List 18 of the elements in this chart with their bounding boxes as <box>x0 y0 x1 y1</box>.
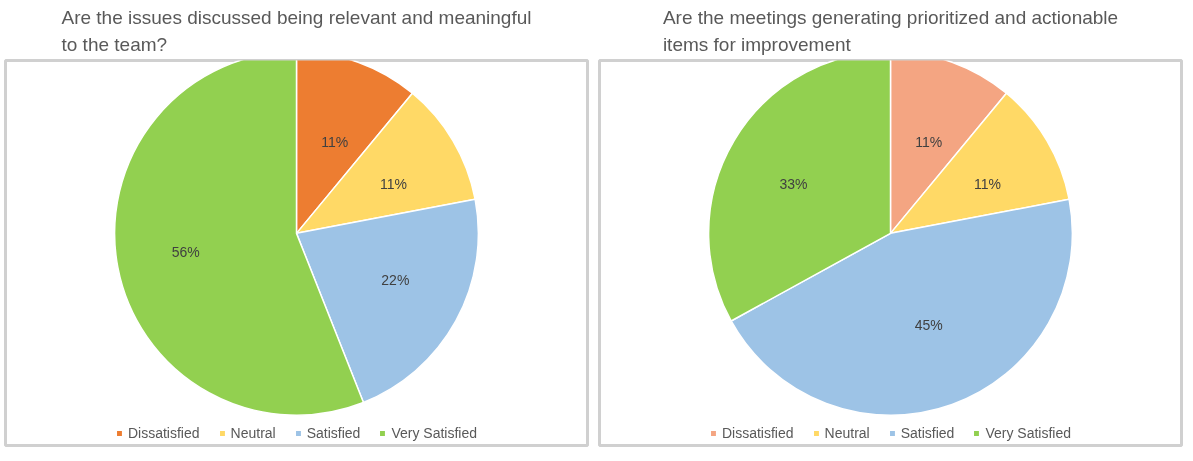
chart-title: Are the meetings generating prioritized and actionable items for improvement <box>662 7 1119 56</box>
legend-label: Neutral <box>230 425 276 441</box>
data-label: 22% <box>381 272 410 289</box>
legend-label: Neutral <box>824 425 870 441</box>
data-label: 33% <box>779 175 808 192</box>
legend-label: Very Satisfied <box>985 425 1072 441</box>
data-label: 11% <box>915 133 943 150</box>
chart-title: Are the issues discussed being relevant and meaningful to the team? <box>61 7 532 56</box>
legend-label: Dissatisfied <box>127 425 200 441</box>
data-label: 11% <box>974 175 1002 192</box>
data-label: 45% <box>914 317 943 334</box>
legend-label: Dissatisfied <box>721 425 794 441</box>
legend-label: Satisfied <box>306 425 361 441</box>
legend-label: Satisfied <box>900 425 955 441</box>
data-label: 11% <box>380 175 408 192</box>
legend-label: Very Satisfied <box>391 425 478 441</box>
data-label: 56% <box>171 243 200 260</box>
data-label: 11% <box>321 133 349 150</box>
